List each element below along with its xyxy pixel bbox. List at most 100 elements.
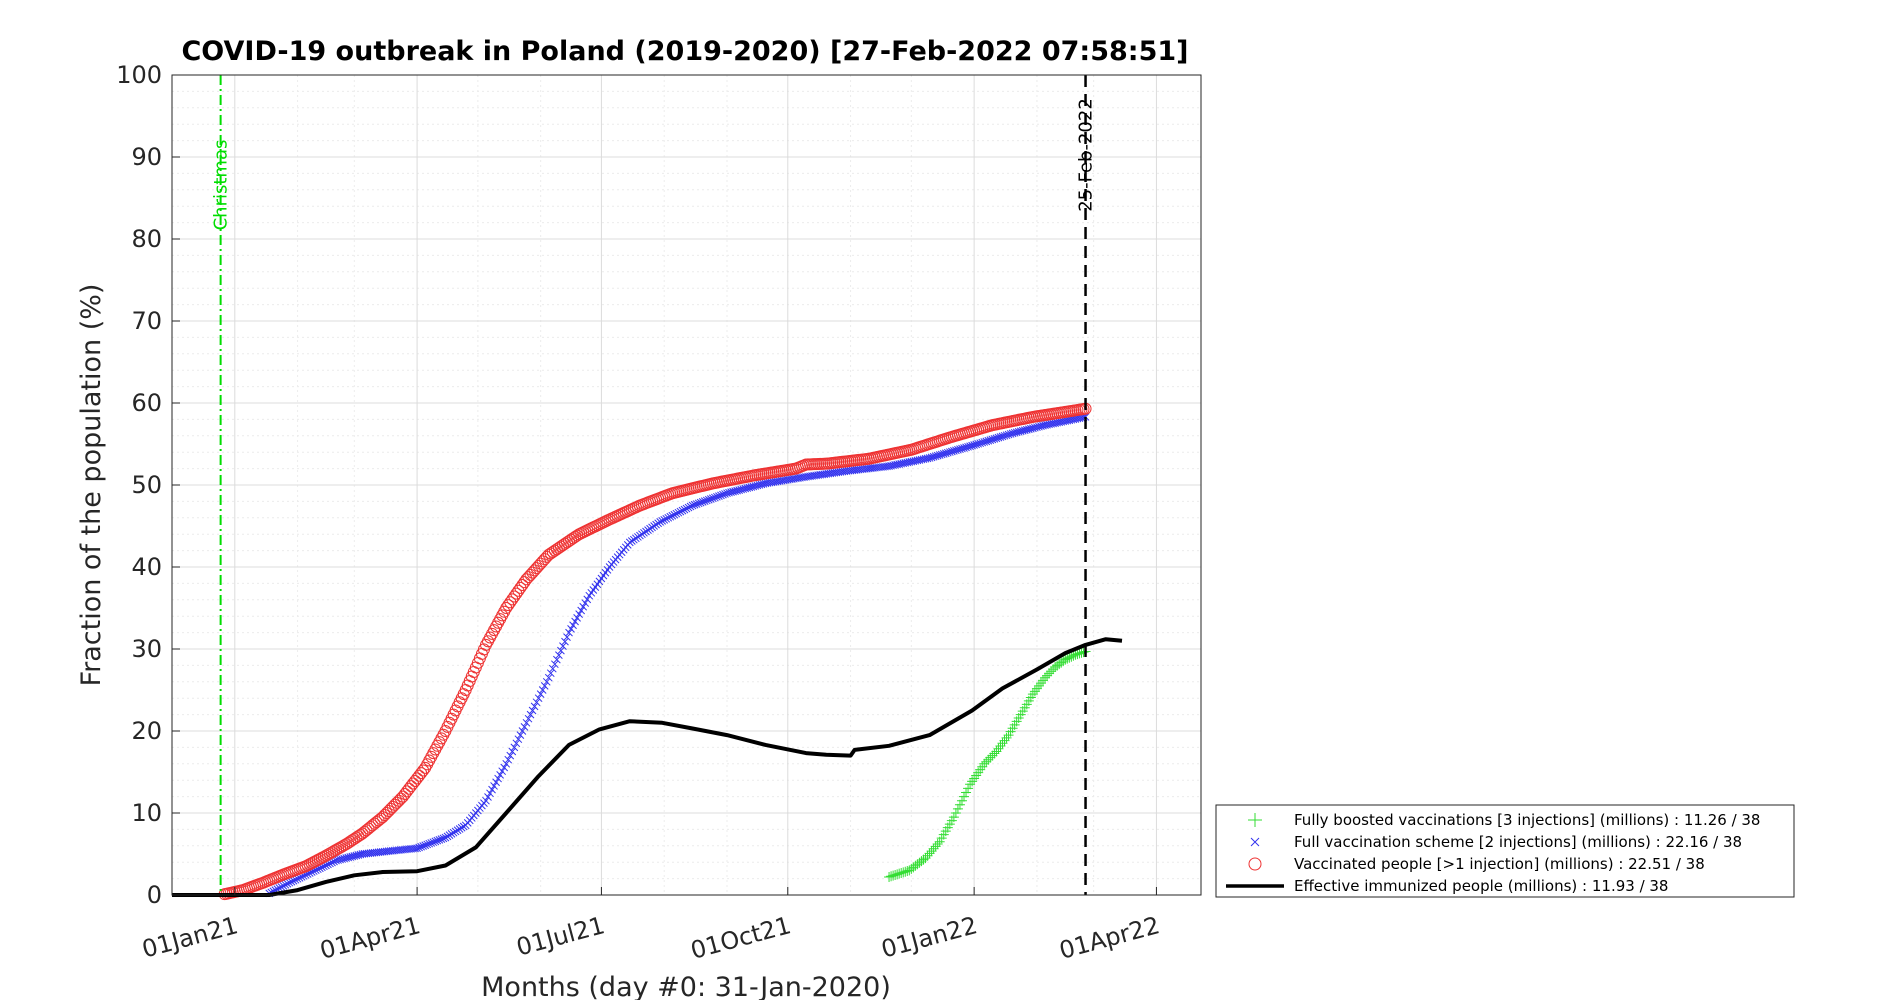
data-point [688,501,697,510]
data-point [706,495,715,503]
data-point [457,823,466,832]
data-point [455,825,464,833]
data-point [544,673,553,682]
y-axis-title: Fraction of the population (%) [76,284,107,687]
data-point [676,507,685,516]
data-point [520,723,529,731]
data-point [417,764,430,777]
data-point [524,714,533,723]
data-point [522,571,535,584]
data-point [555,651,563,660]
data-point [715,492,723,500]
chart-title: COVID-19 outbreak in Poland (2019-2020) … [181,36,1188,67]
data-point [526,566,539,579]
series-layer [172,402,1123,901]
data-point [277,883,286,891]
data-point [902,866,913,877]
legend-swatch [1250,837,1260,847]
data-point [386,800,399,813]
data-point [656,518,665,526]
data-point [1029,686,1040,697]
data-point [997,738,1008,749]
y-tick-label: 50 [131,471,162,499]
data-point [445,831,454,839]
data-point [415,843,423,852]
data-point [888,870,899,881]
data-point [658,517,667,525]
data-point [443,832,452,841]
reference-lines: Christmas 25-Feb-2022 [211,75,1097,895]
data-point [520,573,533,586]
data-point [1035,678,1046,689]
legend-box [1215,804,1795,898]
data-point [719,490,727,499]
data-point [548,544,561,557]
series-plus [884,646,1091,882]
series-line [172,637,1123,897]
data-point [1042,670,1053,681]
data-point [506,751,515,760]
data-point [1001,732,1012,743]
data-point [275,884,284,892]
legend-label: Fully boosted vaccinations [3 injections… [1294,811,1760,829]
y-tick-label: 100 [116,61,162,89]
data-point [540,682,549,690]
data-point [548,664,557,673]
legend-label: Full vaccination scheme [2 injections] (… [1294,833,1742,851]
data-point [1078,647,1089,658]
data-point [698,498,707,506]
data-point [1064,652,1075,663]
data-point [542,548,555,561]
data-point [999,735,1010,746]
data-point [291,875,300,884]
data-point [546,669,555,678]
data-point [281,880,290,889]
data-point [441,833,450,842]
y-tick-label: 20 [131,717,162,745]
data-point [565,628,573,637]
data-point [447,830,456,838]
data-point [1066,651,1077,662]
data-point [704,495,713,504]
data-point [536,690,545,698]
major-grid [172,74,1201,896]
data-point [896,868,907,879]
data-point [930,841,941,852]
data-point [561,637,569,646]
data-point [1038,675,1048,686]
data-point [283,879,292,888]
data-point [952,803,963,814]
data-point [419,842,428,850]
data-point [1060,654,1071,665]
data-point [922,850,933,861]
data-point [437,835,446,843]
data-point [571,617,579,626]
data-point [1068,650,1079,661]
data-point [711,493,719,502]
data-point [956,795,967,806]
data-point [354,828,367,841]
data-point [330,857,338,866]
data-point [670,510,679,519]
data-point [1046,666,1057,677]
x-axis-title: Months (day #0: 31-Jan-2020) [481,972,891,1000]
data-point [425,839,434,848]
data-point [583,595,592,604]
data-point [287,877,296,886]
data-point [559,642,567,650]
data-point [686,502,695,511]
series-circle [218,402,1092,901]
data-point [678,506,687,515]
legend-swatch [1248,857,1262,871]
data-point [1044,668,1055,679]
data-point [356,827,369,840]
data-point [526,710,535,719]
plot-area: Christmas 25-Feb-2022 [171,74,1202,901]
data-point [890,869,901,880]
data-point [451,827,460,836]
data-point [486,789,494,798]
series-line [172,637,1123,897]
y-axis-ticks: 0 10 20 30 40 50 60 70 80 90 100 [116,61,180,909]
data-point [579,602,588,611]
